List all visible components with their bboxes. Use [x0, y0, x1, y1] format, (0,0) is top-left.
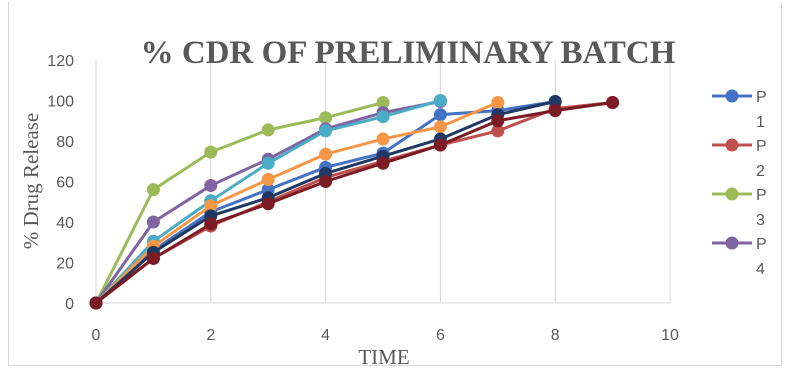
data-point	[376, 156, 390, 170]
data-point	[433, 138, 447, 152]
data-point	[319, 147, 333, 161]
x-tick-label: 4	[321, 327, 330, 344]
y-tick-label: 100	[47, 94, 74, 111]
y-tick-label: 80	[56, 134, 74, 151]
y-tick-label: 0	[65, 296, 74, 313]
series-2	[89, 96, 620, 310]
data-point	[376, 96, 390, 110]
x-axis-title: TIME	[358, 345, 409, 369]
data-point	[433, 108, 447, 122]
series-line	[94, 101, 384, 304]
data-point	[319, 175, 333, 188]
y-tick-label: 20	[56, 256, 74, 273]
data-point	[261, 123, 275, 137]
legend-item: P4	[712, 236, 767, 278]
legend-label-index: 3	[756, 212, 765, 229]
legend-label-index: 4	[756, 261, 765, 278]
data-point	[261, 197, 275, 211]
legend-item: P3	[712, 187, 767, 229]
legend-swatch-marker	[725, 89, 739, 103]
chart-title: % CDR OF PRELIMINARY BATCH	[141, 35, 676, 71]
data-point	[491, 124, 505, 138]
legend-swatch-marker	[725, 187, 739, 201]
y-tick-label: 60	[56, 175, 74, 192]
data-point	[376, 110, 390, 124]
series-6	[89, 96, 505, 310]
legend-swatch-marker	[725, 236, 739, 250]
y-tick-label: 120	[47, 53, 74, 70]
data-point	[376, 132, 390, 146]
data-point	[606, 96, 620, 110]
data-point	[204, 179, 218, 193]
x-tick-label: 6	[436, 327, 445, 344]
legend-item: P2	[712, 138, 767, 180]
legend-swatch-marker	[725, 138, 739, 152]
data-point	[433, 120, 447, 134]
data-point	[146, 251, 160, 265]
data-point	[548, 104, 562, 118]
data-point	[548, 95, 562, 109]
y-axis-title: % Drug Release	[19, 113, 43, 249]
series-line	[95, 101, 613, 305]
data-point	[204, 217, 218, 231]
series-line	[95, 101, 613, 305]
series-line	[94, 101, 499, 305]
x-tick-label: 2	[206, 327, 215, 344]
data-point	[261, 156, 275, 170]
data-point	[319, 124, 333, 138]
data-point	[146, 183, 160, 197]
data-point	[319, 111, 333, 125]
x-tick-label: 0	[92, 327, 101, 344]
legend-label-index: 1	[756, 114, 765, 131]
data-point	[261, 172, 275, 186]
data-point	[433, 94, 447, 107]
series-layer	[89, 94, 620, 310]
legend-label: P	[756, 138, 767, 155]
chart-frame	[8, 2, 782, 366]
x-tick-label: 10	[661, 327, 679, 344]
legend-label: P	[756, 236, 767, 253]
x-tick-label: 8	[551, 327, 560, 344]
series-8	[89, 96, 620, 310]
data-point	[204, 199, 218, 213]
legend-item: P1	[712, 89, 767, 131]
series-3	[89, 96, 390, 310]
data-point	[491, 96, 505, 110]
y-tick-label: 40	[56, 215, 74, 232]
data-point	[491, 114, 505, 128]
legend-label-index: 2	[756, 163, 765, 180]
data-point	[89, 296, 103, 310]
data-point	[146, 215, 160, 229]
legend-label: P	[756, 187, 767, 204]
data-point	[204, 145, 218, 159]
legend-label: P	[756, 89, 767, 106]
